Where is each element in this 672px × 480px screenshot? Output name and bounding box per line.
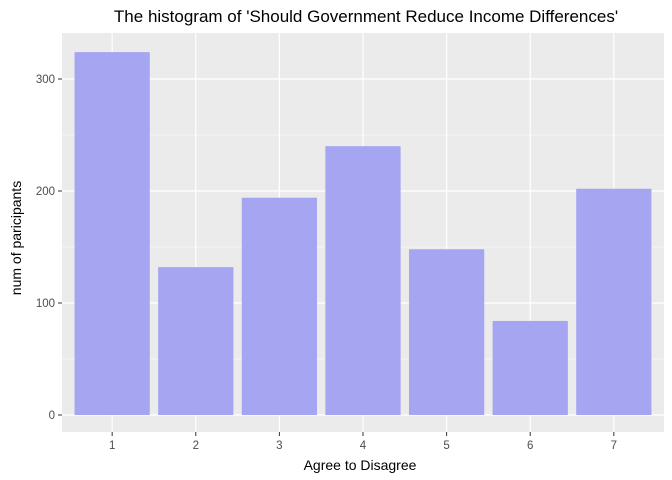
x-tick-label: 4 [360, 440, 367, 452]
bar-7 [576, 188, 652, 415]
bar-3 [241, 197, 318, 415]
chart-title: The histogram of 'Should Government Redu… [114, 7, 618, 26]
x-tick-label: 7 [611, 440, 617, 452]
x-tick-label: 2 [193, 440, 199, 452]
bar-2 [158, 267, 234, 415]
x-tick-label: 1 [109, 440, 115, 452]
y-tick-label: 0 [49, 410, 55, 422]
y-tick-label: 100 [36, 298, 55, 310]
bar-6 [492, 320, 568, 415]
y-tick-label: 200 [36, 186, 55, 198]
bars [74, 52, 652, 416]
x-axis: 1 2 3 4 5 6 7 [109, 432, 617, 452]
y-axis: 0 100 200 300 [36, 74, 62, 422]
bar-5 [408, 249, 485, 415]
x-tick-label: 3 [276, 440, 282, 452]
bar-4 [325, 146, 401, 415]
bar-1 [74, 52, 150, 416]
x-tick-label: 6 [527, 440, 533, 452]
x-axis-title: Agree to Disagree [304, 457, 417, 473]
x-tick-label: 5 [443, 440, 449, 452]
y-tick-label: 300 [36, 74, 55, 86]
y-axis-title: num of paricipants [8, 181, 24, 295]
